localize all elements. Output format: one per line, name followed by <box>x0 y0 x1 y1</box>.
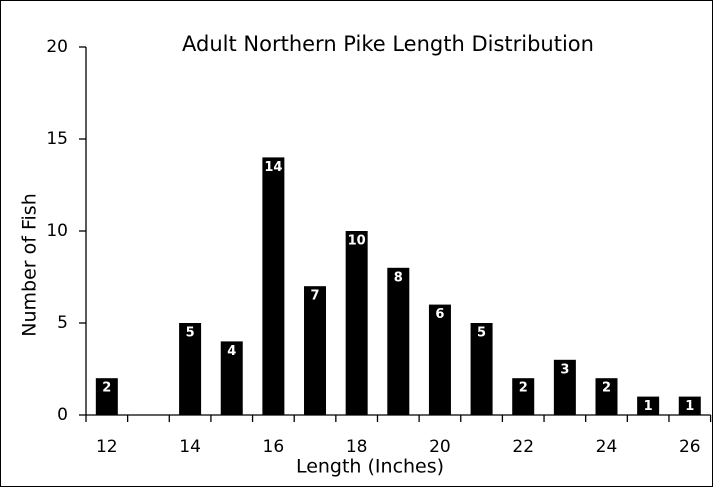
x-tick-label: 16 <box>263 437 285 457</box>
bar <box>595 378 618 415</box>
bar <box>387 267 410 415</box>
bar <box>512 378 535 415</box>
data-label: 8 <box>394 270 403 285</box>
chart-title: Adult Northern Pike Length Distribution <box>182 32 594 56</box>
y-tick-label: 0 <box>57 405 68 425</box>
y-tick-label: 20 <box>46 37 68 57</box>
data-label: 2 <box>102 381 111 396</box>
bar <box>179 323 202 415</box>
bar <box>637 396 660 415</box>
x-tick-label: 22 <box>512 437 534 457</box>
y-axis-label: Number of Fish <box>19 193 41 336</box>
x-tick-label: 18 <box>346 437 368 457</box>
bar <box>678 396 701 415</box>
data-label: 5 <box>477 326 486 341</box>
bar <box>553 359 576 415</box>
bar <box>345 231 368 415</box>
x-tick-label: 26 <box>679 437 701 457</box>
x-tick-label: 14 <box>179 437 201 457</box>
bar <box>428 304 451 415</box>
data-label: 6 <box>435 307 444 322</box>
y-tick-label: 5 <box>57 313 68 333</box>
x-axis-label: Length (Inches) <box>296 456 444 478</box>
x-tick-label: 24 <box>596 437 618 457</box>
data-label: 1 <box>644 399 653 414</box>
data-label: 7 <box>310 289 319 304</box>
bar <box>220 341 243 415</box>
y-tick-label: 15 <box>46 129 68 149</box>
data-label: 5 <box>186 326 195 341</box>
bar <box>304 286 327 415</box>
bar <box>470 323 493 415</box>
data-label: 1 <box>685 399 694 414</box>
data-label: 14 <box>264 160 282 175</box>
x-tick-label: 12 <box>96 437 118 457</box>
data-label: 2 <box>602 381 611 396</box>
data-label: 3 <box>560 362 569 377</box>
y-tick-label: 10 <box>46 221 68 241</box>
data-label: 4 <box>227 344 236 359</box>
data-label: 10 <box>348 234 366 249</box>
x-tick-label: 20 <box>429 437 451 457</box>
bar <box>95 378 118 415</box>
data-label: 2 <box>519 381 528 396</box>
bar <box>262 157 285 415</box>
